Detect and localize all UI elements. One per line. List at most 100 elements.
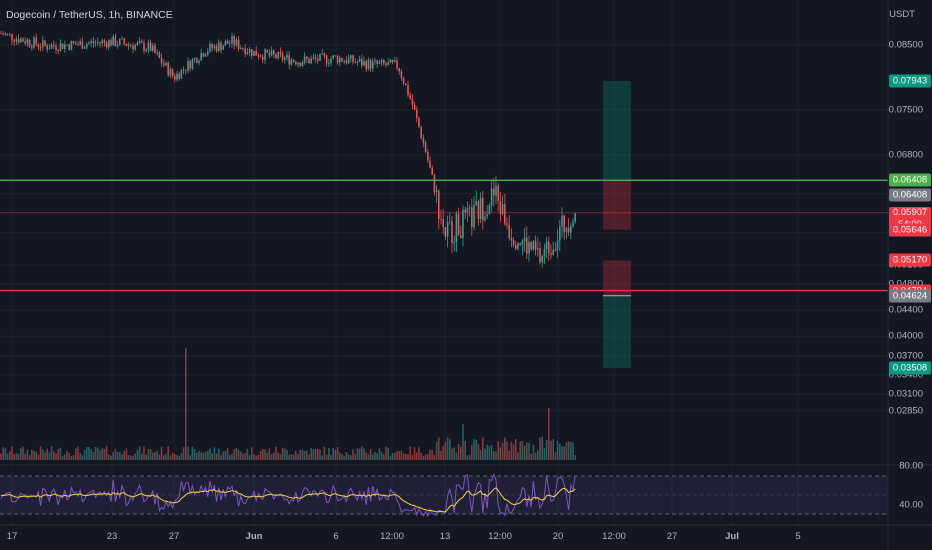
volume-bar (330, 455, 332, 460)
price-badge: 0.05646 (889, 223, 931, 237)
volume-bar (567, 441, 570, 460)
candle (363, 61, 365, 66)
volume-bar (48, 452, 51, 460)
candle (200, 53, 202, 61)
volume-bar (521, 440, 524, 460)
price-tick: 0.06800 (888, 149, 923, 161)
candle (279, 51, 282, 54)
volume-bar (559, 443, 561, 460)
candle (367, 59, 370, 70)
volume-bar (136, 449, 139, 460)
volume-bar (233, 449, 235, 460)
candle (486, 214, 488, 217)
volume-bar (512, 444, 515, 460)
volume-bar (202, 452, 205, 460)
candle (110, 40, 112, 46)
price-tick: 0.08500 (888, 39, 923, 51)
volume-bar (103, 448, 106, 460)
volume-bar (486, 444, 488, 460)
candle (325, 55, 328, 64)
candle (330, 58, 332, 63)
volume-bar (314, 448, 317, 460)
candle (380, 59, 383, 63)
candle (391, 59, 394, 63)
candle (372, 61, 374, 69)
volume-bar (204, 451, 207, 460)
volume-bar (154, 452, 156, 460)
candle (242, 47, 244, 49)
volume-bar (68, 453, 70, 460)
price-badge-value: 0.03508 (892, 362, 928, 374)
candle (136, 42, 139, 45)
volume-bar (286, 450, 288, 460)
candle (281, 53, 284, 60)
volume-bar (477, 444, 480, 460)
candle (477, 201, 480, 220)
volume-bar (336, 446, 339, 460)
candle (517, 243, 519, 249)
volume-bar (185, 348, 187, 460)
volume-bar (429, 449, 431, 460)
volume-bar (9, 451, 11, 460)
volume-bar (350, 455, 352, 460)
volume-bar (77, 446, 79, 460)
volume-bar (466, 455, 469, 460)
candle (17, 38, 20, 43)
volume-bar (484, 448, 486, 460)
candle (482, 197, 484, 221)
candle (433, 174, 436, 193)
candle (526, 237, 528, 254)
volume-bar (121, 454, 123, 460)
candle (235, 39, 238, 46)
time-tick: 13 (439, 531, 451, 542)
candle (537, 248, 539, 250)
candle (48, 48, 51, 50)
candle (253, 50, 255, 56)
position-zones (603, 81, 631, 368)
volume-bar (215, 453, 218, 460)
volume-bar (163, 455, 165, 460)
candle (59, 43, 62, 51)
volume-bar (6, 453, 9, 460)
candle (301, 62, 304, 67)
candle (4, 33, 7, 35)
candle (407, 85, 409, 96)
candle (548, 241, 550, 254)
volume-bar (422, 455, 425, 460)
candle (446, 222, 449, 237)
candle (191, 59, 194, 69)
volume-bar (328, 447, 330, 460)
candle (268, 52, 271, 56)
candle (528, 242, 530, 254)
candle (145, 49, 147, 51)
volume-bar (257, 454, 260, 460)
candle (442, 219, 444, 228)
volume-bar (284, 448, 286, 460)
volume-bar (75, 448, 77, 460)
volume-bar (42, 449, 44, 460)
volume-bar (149, 448, 152, 460)
candle (86, 44, 88, 48)
candle (259, 56, 262, 58)
volume-bar (508, 451, 510, 460)
volume-bar (506, 441, 508, 460)
volume-bar (176, 455, 178, 460)
volume-bar (490, 445, 493, 460)
volume-bar (24, 453, 26, 460)
candle (554, 249, 557, 251)
candle (116, 44, 119, 46)
candle (209, 44, 211, 52)
volume-bar (543, 447, 546, 460)
volume-bar (211, 453, 213, 460)
candle (295, 61, 297, 65)
candle (424, 142, 427, 152)
candle (389, 59, 392, 63)
volume-bar (431, 449, 433, 460)
volume-bar (114, 448, 117, 460)
symbol-title[interactable]: Dogecoin / TetherUS, 1h, BINANCE (6, 9, 173, 21)
volume-bar (4, 448, 7, 460)
volume-bar (365, 452, 367, 460)
candle (473, 204, 475, 228)
candle (121, 38, 123, 40)
